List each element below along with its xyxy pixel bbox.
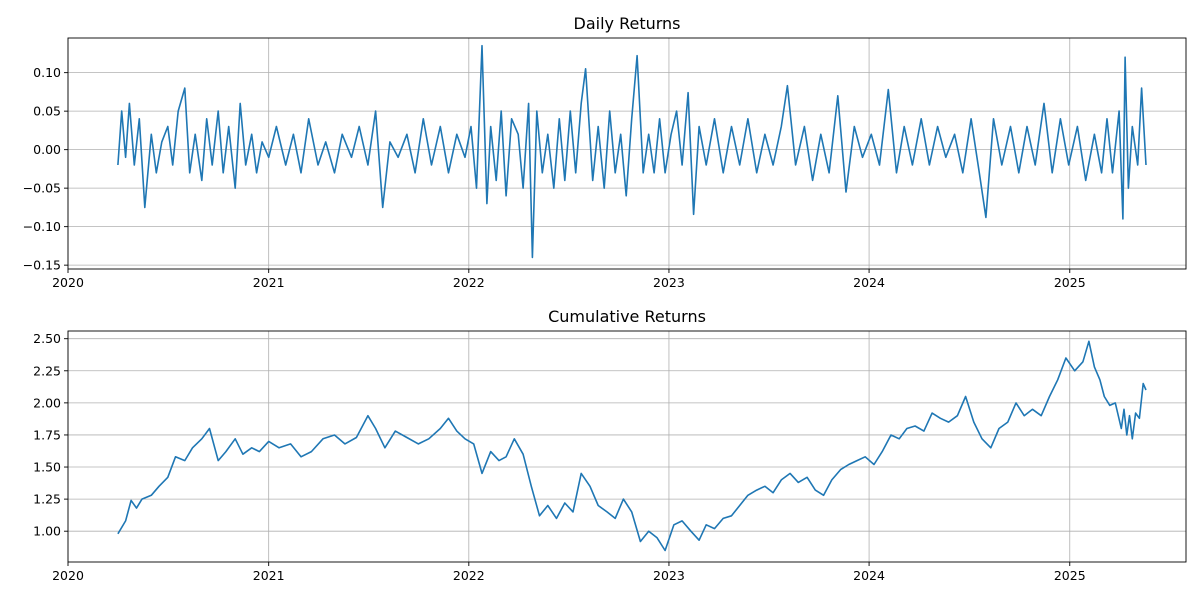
cumulative-returns-y-tick-label: 1.25: [33, 492, 61, 507]
daily-returns-x-tick-label: 2025: [1054, 275, 1086, 290]
daily-returns-y-tick-label: −0.15: [23, 258, 61, 273]
daily-returns-x-tick-label: 2022: [453, 275, 485, 290]
cumulative-returns-y-tick-label: 2.25: [33, 363, 61, 378]
cumulative-returns-x-tick-label: 2025: [1054, 568, 1086, 583]
daily-returns-y-tick-label: 0.10: [33, 65, 61, 80]
daily-returns-panel: Daily Returns 2020 2021 2022 2023 2024 2025 −0.…: [23, 14, 1187, 290]
daily-returns-x-tick-label: 2023: [653, 275, 685, 290]
cumulative-returns-title: Cumulative Returns: [548, 307, 706, 326]
daily-returns-y-tick-label: 0.05: [33, 104, 61, 119]
cumulative-returns-x-tick-label: 2023: [653, 568, 685, 583]
cumulative-returns-series-line: [117, 340, 1147, 552]
daily-returns-y-tick-label: 0.00: [33, 142, 61, 157]
cumulative-returns-y-tick-label: 2.00: [33, 395, 61, 410]
cumulative-returns-panel: Cumulative Returns 2020 2021 2022 2023 2024 20…: [33, 307, 1187, 583]
cumulative-returns-y-tick-label: 1.00: [33, 524, 61, 539]
daily-returns-y-tick-label: −0.05: [23, 181, 61, 196]
daily-returns-x-tick-label: 2024: [853, 275, 885, 290]
daily-returns-x-tick-label: 2020: [52, 275, 84, 290]
cumulative-returns-y-tick-label: 1.75: [33, 427, 61, 442]
daily-returns-series-line: [117, 44, 1147, 259]
cumulative-returns-x-tick-label: 2020: [52, 568, 84, 583]
cumulative-returns-x-tick-label: 2022: [453, 568, 485, 583]
cumulative-returns-y-tick-label: 1.50: [33, 460, 61, 475]
daily-returns-axes-frame: [67, 37, 1187, 270]
cumulative-returns-axes-frame: [67, 330, 1187, 563]
daily-returns-title: Daily Returns: [574, 14, 681, 33]
cumulative-returns-y-tick-label: 2.50: [33, 331, 61, 346]
cumulative-returns-x-tick-label: 2024: [853, 568, 885, 583]
cumulative-returns-x-tick-label: 2021: [253, 568, 285, 583]
daily-returns-x-tick-label: 2021: [253, 275, 285, 290]
daily-returns-y-tick-label: −0.10: [23, 219, 61, 234]
